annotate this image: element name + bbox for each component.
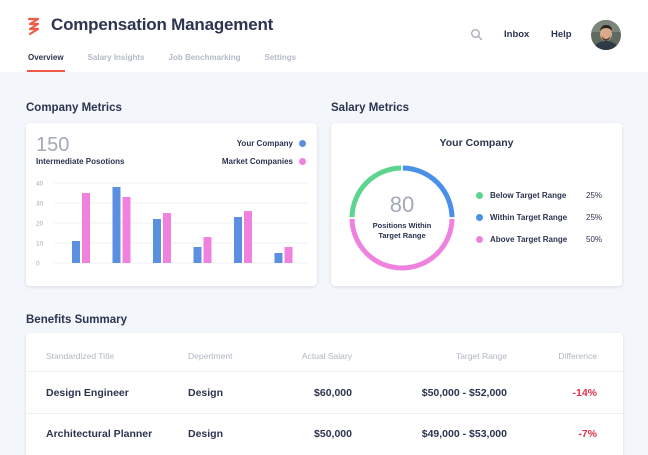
bar-your-company [72,241,80,263]
legend-your-company: Your Company [237,139,306,148]
benefits-table: Standardized Title Depertment Actual Sal… [26,333,623,455]
bar-market-companies [163,213,171,263]
row-title: Architectural Planner [46,428,153,440]
tab-settings[interactable]: Settings [264,53,297,62]
bar-chart: 40 30 20 10 0 [36,181,308,268]
app-title: Compensation Management [51,15,274,34]
legend-below-target-dot [476,192,483,199]
col-header-department[interactable]: Depertment [188,351,233,361]
legend-below-target: Below Target Range [476,191,566,200]
donut-chart [349,165,455,271]
row-range: $49,000 - $53,000 [421,428,507,440]
legend-market-companies: Market Companies [222,157,306,166]
y-tick-label: 0 [36,261,40,268]
donut-value: 80 [389,192,415,217]
bar-your-company [112,187,121,263]
row-difference: -7% [578,428,597,440]
legend-above-target: Above Target Range [476,235,567,244]
donut-caption-line-1: Positions Within [372,221,432,230]
y-tick-label: 40 [36,181,44,188]
y-tick-label: 20 [36,221,44,228]
legend-within-target-label: Within Target Range [490,213,568,222]
legend-above-target-label: Above Target Range [490,235,568,244]
salary-card-title: Your Company [439,137,514,149]
col-header-actual-salary[interactable]: Actual Salary [301,351,352,361]
donut-segment [402,165,455,218]
positions-count: 150 [36,134,70,156]
bar-market-companies [122,197,131,263]
legend-your-company-dot [299,140,306,147]
donut-caption-line-2: Target Range [378,231,426,240]
avatar[interactable] [591,20,621,50]
inbox-link[interactable]: Inbox [504,29,530,40]
company-metrics-title: Company Metrics [26,102,122,114]
row-range: $50,000 - $52,000 [421,387,507,399]
bar-market-companies [244,211,252,263]
tab-job-benchmarking[interactable]: Job Benchmarking [168,53,241,62]
col-header-target-range[interactable]: Target Range [455,351,507,361]
top-bar: Compensation Management Overview Salary … [0,0,648,72]
tab-salary-insights[interactable]: Salary Insights [87,53,145,62]
tab-overview[interactable]: Overview [27,53,65,72]
bar-market-companies [203,237,212,263]
legend-above-target-dot [476,236,483,243]
legend-within-target-pct: 25% [586,213,603,222]
benefits-summary-title: Benefits Summary [26,314,127,326]
row-department: Design [188,428,224,440]
donut-caption: Positions Within Target Range [347,221,457,241]
bar-your-company [153,219,161,263]
bar-your-company [193,247,202,263]
col-header-title[interactable]: Standardized Title [46,351,115,361]
donut-segment [349,218,455,271]
legend-below-target-label: Below Target Range [490,191,567,200]
legend-market-companies-dot [299,158,306,165]
y-tick-label: 30 [36,201,44,208]
bar-your-company [274,253,283,263]
row-salary: $60,000 [314,387,352,399]
legend-below-target-pct: 25% [586,191,603,200]
company-metrics-card: 150 Intermediate Posotions Your Company … [26,123,317,286]
row-department: Design [188,387,224,399]
col-header-difference[interactable]: Difference [558,351,597,361]
salary-metrics-card: Your Company 80 Positions Within Target … [331,123,622,286]
legend-within-target: Within Target Range [476,213,567,222]
app-logo-icon [27,17,40,36]
row-difference: -14% [572,387,597,399]
legend-within-target-dot [476,214,483,221]
positions-label: Intermediate Posotions [36,157,125,166]
y-tick-label: 10 [36,241,44,248]
row-divider [26,413,623,414]
legend-above-target-pct: 50% [586,235,603,244]
salary-metrics-title: Salary Metrics [331,102,409,114]
legend-market-companies-label: Market Companies [221,157,293,166]
search-icon[interactable] [470,28,483,41]
help-link[interactable]: Help [551,29,572,40]
donut-segment [349,165,402,218]
table-divider [26,371,623,372]
bar-market-companies [82,193,90,263]
bar-market-companies [284,247,293,263]
row-salary: $50,000 [314,428,352,440]
legend-your-company-label: Your Company [236,139,293,148]
bar-your-company [234,217,242,263]
tab-bar: Overview Salary Insights Job Benchmarkin… [27,53,320,72]
row-title: Design Engineer [46,387,129,399]
